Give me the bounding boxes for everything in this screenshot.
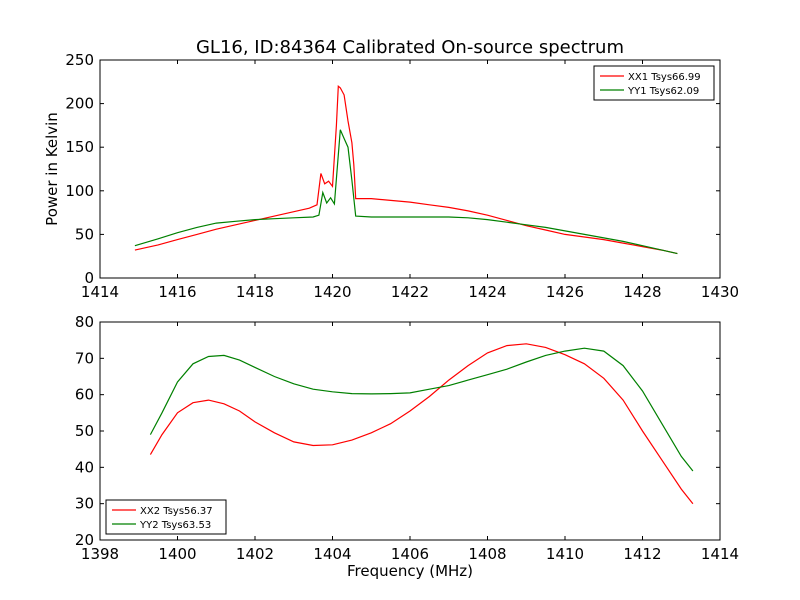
x-tick-label: 1402 [236, 545, 274, 563]
y-tick-label: 150 [65, 138, 94, 156]
x-tick-label: 1406 [391, 545, 429, 563]
top-y-axis-label: Power in Kelvin [43, 112, 61, 226]
y-tick-label: 200 [65, 95, 94, 113]
series-line-2 [149, 347, 694, 472]
y-tick-label: 0 [84, 269, 94, 287]
y-tick-label: 20 [75, 531, 94, 549]
legend-label: XX2 Tsys56.37 [140, 506, 213, 517]
legend-label: XX1 Tsys66.99 [628, 72, 701, 83]
legend-label: YY1 Tsys62.09 [627, 86, 699, 97]
y-tick-label: 50 [75, 225, 94, 243]
y-tick-label: 250 [65, 51, 94, 69]
x-tick-label: 1418 [236, 283, 274, 301]
series-line-1 [149, 343, 694, 505]
x-tick-label: 1400 [158, 545, 196, 563]
y-tick-label: 100 [65, 182, 94, 200]
x-tick-label: 1430 [701, 283, 739, 301]
legend: XX2 Tsys56.37 YY2 Tsys63.53 [105, 499, 227, 535]
legend-box [105, 499, 227, 535]
legend-box [593, 65, 715, 101]
legend: XX1 Tsys66.99 YY1 Tsys62.09 [593, 65, 715, 101]
bottom-panel: 1398 1400 1402 1404 1406 1408 1410 1412 1414 20 30… [75, 313, 739, 563]
y-tick-label: 80 [75, 313, 94, 331]
x-tick-label: 1408 [468, 545, 506, 563]
figure-title: GL16, ID:84364 Calibrated On-source spec… [196, 37, 624, 58]
x-tick-label: 1410 [546, 545, 584, 563]
x-tick-label: 1414 [701, 545, 739, 563]
y-tick-label: 50 [75, 422, 94, 440]
series-line-1 [134, 84, 678, 255]
series-line-2 [134, 129, 678, 255]
y-tick-label: 40 [75, 458, 94, 476]
x-tick-label: 1412 [623, 545, 661, 563]
x-tick-label: 1428 [623, 283, 661, 301]
legend-label: YY2 Tsys63.53 [139, 520, 211, 531]
top-panel: 1414 1416 1418 1420 1422 1424 1426 1428 1430 0 50 1… [65, 51, 739, 301]
x-tick-label: 1398 [81, 545, 119, 563]
x-tick-label: 1414 [81, 283, 119, 301]
x-tick-label: 1420 [313, 283, 351, 301]
y-tick-label: 30 [75, 495, 94, 513]
y-tick-label: 70 [75, 349, 94, 367]
x-tick-label: 1404 [313, 545, 351, 563]
x-tick-label: 1416 [158, 283, 196, 301]
x-tick-label: 1426 [546, 283, 584, 301]
x-tick-label: 1422 [391, 283, 429, 301]
y-tick-label: 60 [75, 386, 94, 404]
x-tick-label: 1424 [468, 283, 506, 301]
bottom-x-axis-label: Frequency (MHz) [347, 562, 473, 580]
